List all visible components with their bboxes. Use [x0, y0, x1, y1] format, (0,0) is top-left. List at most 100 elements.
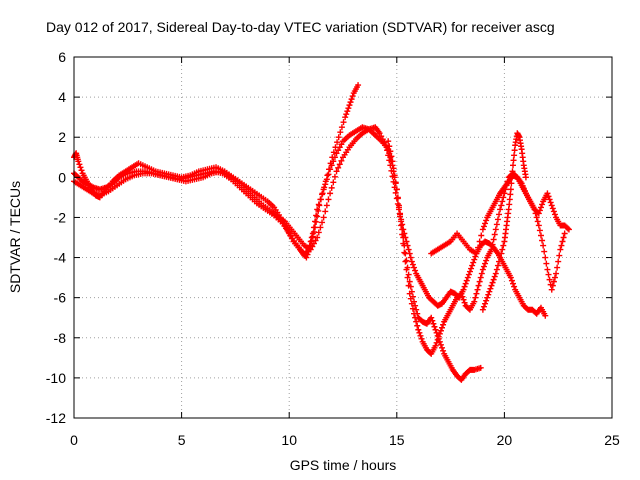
data-point — [346, 102, 353, 109]
data-point — [325, 171, 332, 178]
data-point — [539, 237, 546, 244]
data-point — [536, 207, 543, 214]
x-tick-label: 25 — [604, 432, 620, 448]
data-point — [464, 274, 471, 281]
data-point — [395, 204, 402, 211]
data-point — [505, 206, 512, 213]
data-point — [310, 240, 317, 247]
data-point — [314, 213, 321, 220]
chart-title: Day 012 of 2017, Sidereal Day-to-day VTE… — [46, 19, 555, 35]
data-point — [406, 278, 413, 285]
data-point — [557, 246, 564, 253]
data-point — [493, 266, 500, 273]
data-point — [494, 262, 501, 269]
data-point — [556, 252, 563, 259]
data-point — [478, 232, 485, 239]
data-point — [394, 195, 401, 202]
data-point — [478, 270, 485, 277]
data-point — [381, 139, 388, 146]
data-point — [411, 264, 418, 271]
data-point — [560, 234, 567, 241]
data-point — [376, 130, 383, 137]
data-point — [477, 274, 484, 281]
data-point — [493, 221, 500, 228]
data-point — [383, 142, 390, 149]
data-point — [322, 208, 329, 215]
data-point — [405, 282, 412, 289]
data-point — [429, 317, 436, 324]
data-point — [343, 111, 350, 118]
data-point — [334, 139, 341, 146]
data-point — [413, 306, 420, 313]
series-arc-6 — [479, 130, 529, 313]
data-point — [534, 218, 541, 225]
data-point — [329, 154, 336, 161]
data-point — [440, 347, 447, 354]
data-point — [460, 296, 467, 303]
data-point — [463, 277, 470, 284]
data-point — [554, 264, 561, 271]
data-point — [76, 161, 83, 168]
data-point — [388, 153, 395, 160]
data-point — [466, 268, 473, 275]
data-point — [544, 266, 551, 273]
data-point — [330, 179, 337, 186]
data-point — [379, 136, 386, 143]
data-point — [551, 274, 558, 281]
data-point — [418, 335, 425, 342]
data-point — [564, 225, 571, 232]
data-point — [390, 165, 397, 172]
data-point — [326, 166, 333, 173]
y-axis: -12 -10 -8 -6 -4 -2 0 2 4 6 — [46, 49, 612, 426]
data-point — [412, 314, 419, 321]
data-point — [491, 273, 498, 280]
data-point — [537, 204, 544, 211]
data-point — [409, 261, 416, 268]
data-point — [558, 242, 565, 249]
data-points — [71, 82, 572, 383]
data-point — [408, 300, 415, 307]
data-point — [536, 227, 543, 234]
data-point — [461, 299, 468, 306]
data-point — [465, 271, 472, 278]
data-point — [475, 244, 482, 251]
data-point — [403, 238, 410, 245]
data-point — [355, 82, 362, 89]
data-point — [430, 320, 437, 327]
data-point — [468, 265, 475, 272]
data-point — [408, 258, 415, 265]
data-point — [488, 246, 495, 253]
data-point — [559, 238, 566, 245]
data-point — [509, 168, 516, 175]
data-point — [406, 250, 413, 257]
data-point — [511, 283, 518, 290]
y-tick-label: -10 — [46, 370, 66, 386]
data-point — [435, 333, 442, 340]
data-point — [406, 290, 413, 297]
data-point — [542, 254, 549, 261]
data-point — [440, 321, 447, 328]
data-point — [386, 157, 393, 164]
data-point — [327, 190, 334, 197]
data-point — [544, 190, 551, 197]
data-point — [327, 160, 334, 167]
data-point — [394, 200, 401, 207]
data-point — [545, 271, 552, 278]
data-point — [335, 164, 342, 171]
data-point — [479, 226, 486, 233]
data-point — [461, 283, 468, 290]
data-point — [407, 295, 414, 302]
data-point — [312, 237, 319, 244]
data-point — [400, 226, 407, 233]
y-tick-label: -8 — [54, 330, 67, 346]
data-point — [500, 194, 507, 201]
data-point — [314, 234, 321, 241]
data-point — [489, 279, 496, 286]
data-point — [78, 167, 85, 174]
data-point — [338, 141, 345, 148]
data-point — [436, 330, 443, 337]
data-point — [479, 306, 486, 313]
data-point — [565, 226, 572, 233]
data-point — [303, 254, 310, 261]
data-point — [531, 206, 538, 213]
